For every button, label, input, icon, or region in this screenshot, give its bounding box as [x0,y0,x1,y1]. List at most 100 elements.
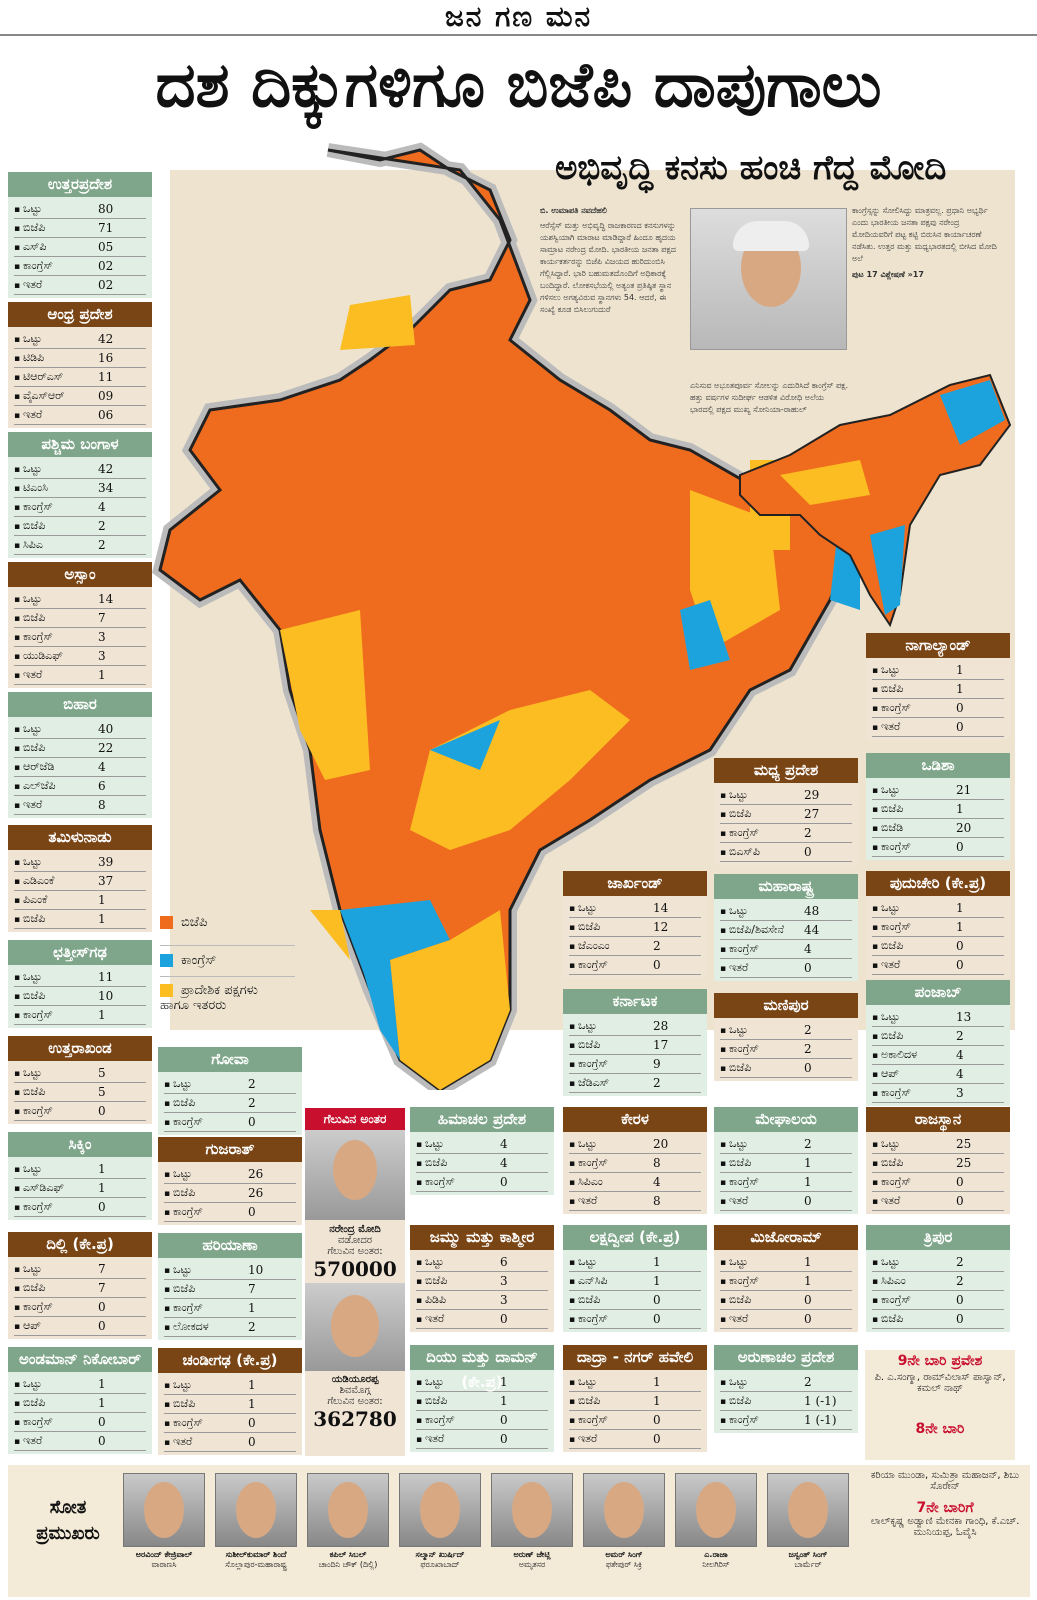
loser-photo [583,1473,665,1547]
party-row: ಒಟ್ಟು 1 [872,661,1004,680]
party-row: ಕಾಂಗ್ರೆಸ್ 2 [720,824,852,843]
state-result-rows: ಒಟ್ಟು 2 ಬಿಜೆಪಿ 1 (-1) ಕಾಂಗ್ರೆಸ್ 1 (-1) [714,1370,858,1433]
state-name: ಆಂಧ್ರ ಪ್ರದೇಶ [8,302,152,327]
state-name: ಲಕ್ಷದ್ವೀಪ (ಕೇ.ಪ್ರ) [563,1225,707,1250]
seat-count: 1 [248,1301,256,1315]
seat-count: 3 [98,630,106,644]
state-name: ಹರಿಯಾಣಾ [158,1233,302,1258]
seat-count: 1 [956,663,964,677]
party-row: ಕಾಂಗ್ರೆಸ್ 02 [14,257,146,276]
seat-count: 27 [804,807,820,821]
party-row: ಕಾಂಗ್ರೆಸ್ 0 [164,1414,296,1433]
legend-label: ಬಿಜೆಪಿ [181,915,208,930]
state-result-box: ಜಮ್ಮು ಮತ್ತು ಕಾಶ್ಮೀರ ಒಟ್ಟು 6 ಬಿಜೆಪಿ 3 ಪಿಡಿಪಿ 3 ಇ… [410,1225,554,1332]
party-row: ಒಟ್ಟು 14 [569,899,701,918]
seat-count: 0 [956,958,964,972]
party-name: ಇತರೆ [569,1430,597,1448]
party-row: ಒಟ್ಟು 2 [720,1021,852,1040]
state-result-box: ಬಿಹಾರ ಒಟ್ಟು 40 ಬಿಜೆಪಿ 22 ಆರ್‌ಜೆಡಿ 4 ಎಲ್‌ಜೆಪಿ 6 ಇತ… [8,692,152,818]
party-name: ಬಿಜೆಪಿ [14,1083,45,1101]
party-name: ಕಾಂಗ್ರೆಸ್ [720,1040,759,1058]
state-result-box: ತ್ರಿಪುರ ಒಟ್ಟು 2 ಸಿಪಿಎಂ 2 ಕಾಂಗ್ರೆಸ್ 0 ಬಿಜೆಪಿ 0 [866,1225,1010,1332]
seat-count: 71 [98,221,114,235]
state-result-rows: ಒಟ್ಟು 29 ಬಿಜೆಪಿ 27 ಕಾಂಗ್ರೆಸ್ 2 ಬಿಎಸ್‌ಪಿ 0 [714,783,858,865]
state-result-box: ಮಧ್ಯ ಪ್ರದೇಶ ಒಟ್ಟು 29 ಬಿಜೆಪಿ 27 ಕಾಂಗ್ರೆಸ್ 2 ಬಿಎಸ… [714,758,858,865]
party-name: ಒಟ್ಟು [14,330,42,348]
seat-count: 34 [98,481,114,495]
party-row: ಒಟ್ಟು 2 [164,1075,296,1094]
loser-photo [307,1473,389,1547]
state-result-box: ದಿಯು ಮತ್ತು ದಾಮನ್ (ಕೇ.ಪ್ರ)ಒಟ್ಟು 1 ಬಿಜೆಪಿ 1 ಕಾ… [410,1345,554,1452]
state-name: ಮಹಾರಾಷ್ಟ್ರ [714,874,858,899]
state-result-rows: ಒಟ್ಟು 14 ಬಿಜೆಪಿ 12 ಜೆಎಂಎಂ 2 ಕಾಂಗ್ರೆಸ್ 0 [563,896,707,978]
party-row: ಒಟ್ಟು 2 [872,1253,1004,1272]
loser-constituency: ಫರೂಖಾಬಾದ್ [420,1560,460,1569]
article-column-1: ಬಿ. ಉಮಾಪತಿ ನವದೆಹಲಿ ಆರೆಸ್ಸೆಸ್ ಮತ್ತು ಅಭಿವೃ… [540,205,680,316]
masthead: ಜನ ಗಣ ಮನ [0,0,1037,36]
state-result-box: ಸಿಕ್ಕಿಂ ಒಟ್ಟು 1 ಎಸ್‌ಡಿಎಫ್ 1 ಕಾಂಗ್ರೆಸ್ 0 [8,1132,152,1220]
seat-count: 2 [248,1077,256,1091]
party-name: ಕಾಂಗ್ರೆಸ್ [14,1102,53,1120]
state-name: ಜಾರ್ಖಂಡ್ [563,871,707,896]
party-row: ಬಿಜೆಪಿ 27 [720,805,852,824]
state-result-rows: ಒಟ್ಟು 2 ಕಾಂಗ್ರೆಸ್ 2 ಬಿಜೆಪಿ 0 [714,1018,858,1081]
seat-count: 20 [956,821,972,835]
state-name: ತಮಿಳುನಾಡು [8,825,152,850]
state-result-box: ಕೇರಳ ಒಟ್ಟು 20 ಕಾಂಗ್ರೆಸ್ 8 ಸಿಪಿಎಂ 4 ಇತರೆ 8 [563,1107,707,1214]
seat-count: 2 [804,1375,812,1389]
party-name: ಲೋಕದಳ [164,1318,209,1336]
state-name: ರಾಜಸ್ಥಾನ [866,1107,1010,1132]
state-name: ಹಿಮಾಚಲ ಪ್ರದೇಶ [410,1107,554,1132]
party-name: ಬಿಜೆಪಿ [14,1394,45,1412]
party-name: ಜೆಎಂಎಂ [569,937,610,955]
party-name: ಒಟ್ಟು [14,1260,42,1278]
seat-count: 0 [956,1194,964,1208]
party-row: ಬಿಜೆಪಿ 1 [14,910,146,929]
party-name: ಕಾಂಗ್ರೆಸ್ [569,956,608,974]
party-row: ಎಸ್‌ಡಿಎಫ್ 1 [14,1179,146,1198]
party-row: ಎಲ್‌ಜೆಪಿ 6 [14,777,146,796]
party-name: ಒಟ್ಟು [569,1135,597,1153]
party-name: ಕಾಂಗ್ರೆಸ್ [14,1006,53,1024]
state-result-rows: ಒಟ್ಟು 1 ಬಿಜೆಪಿ 1 ಕಾಂಗ್ರೆಸ್ 0 ಇತರೆ 0 [158,1373,302,1455]
party-name: ಒಟ್ಟು [569,899,597,917]
party-name: ಬಿಎಸ್‌ಪಿ [720,843,760,861]
seat-count: 14 [653,901,669,915]
state-name: ದಿಯು ಮತ್ತು ದಾಮನ್ (ಕೇ.ಪ್ರ) [410,1345,554,1391]
party-name: ಒಟ್ಟು [872,1008,900,1026]
state-result-rows: ಒಟ್ಟು 26 ಬಿಜೆಪಿ 26 ಕಾಂಗ್ರೆಸ್ 0 [158,1162,302,1225]
party-name: ಇತರೆ [14,796,42,814]
party-name: ಬಿಜೆಪಿ [164,1184,195,1202]
seat-count: 2 [653,939,661,953]
party-row: ಸಿಪಿಎಂ 2 [872,1272,1004,1291]
party-name: ಇತರೆ [872,956,900,974]
party-row: ಒಟ್ಟು 39 [14,853,146,872]
seat-count: 2 [98,519,106,533]
seat-count: 3 [500,1274,508,1288]
loser-card: ಅರುಣ್ ಜೇಟ್ಲಿ ಅಮೃತಸರ [491,1473,573,1570]
seat-count: 0 [956,939,964,953]
party-name: ಒಟ್ಟು [416,1135,444,1153]
party-name: ಒಟ್ಟು [14,968,42,986]
seat-count: 4 [956,1067,964,1081]
state-name: ದಾದ್ರಾ - ನಗರ್ ಹವೇಲಿ [563,1345,707,1370]
party-row: ಒಟ್ಟು 21 [872,781,1004,800]
state-result-rows: ಒಟ್ಟು 1 ಕಾಂಗ್ರೆಸ್ 1 ಬಿಜೆಪಿ 0 ಇತರೆ 0 [866,896,1010,978]
party-row: ಒಟ್ಟು 1 [872,899,1004,918]
party-name: ಕಾಂಗ್ರೆಸ್ [872,838,911,856]
party-name: ಕಾಂಗ್ರೆಸ್ [872,699,911,717]
state-name: ಅರುಣಾಚಲ ಪ್ರದೇಶ [714,1345,858,1370]
party-row: ಒಟ್ಟು 1 [416,1373,548,1392]
note-title-8: 8ನೇ ಬಾರಿ [915,1421,965,1437]
party-name: ಒಟ್ಟು [720,1373,748,1391]
party-name: ಯುಡಿಎಫ್ [14,647,63,665]
seat-count: 1 [98,1008,106,1022]
party-row: ಬಿಜೆಪಿ 0 [720,1291,852,1310]
seat-count: 7 [98,1262,106,1276]
party-row: ಟಿಆರ್‌ಎಸ್ 11 [14,368,146,387]
party-row: ಕಾಂಗ್ರೆಸ್ 1 [164,1299,296,1318]
article-continue-link[interactable]: ಪುಟ 17 ವಿಶ್ಲೇಷಣೆ »17 [852,270,924,279]
seat-count: 26 [248,1167,264,1181]
seat-count: 2 [956,1029,964,1043]
party-row: ಯುಡಿಎಫ್ 3 [14,647,146,666]
